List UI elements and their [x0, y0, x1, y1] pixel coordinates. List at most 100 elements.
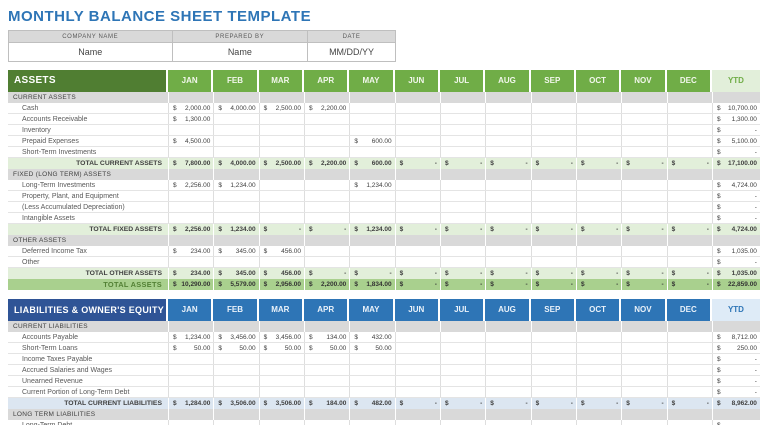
month-cell[interactable]: [621, 365, 666, 375]
month-cell[interactable]: $50.00: [213, 343, 258, 353]
month-cell[interactable]: [530, 180, 576, 190]
month-cell[interactable]: $ -: [303, 268, 349, 279]
month-cell[interactable]: [621, 147, 666, 157]
month-cell[interactable]: [303, 114, 349, 124]
column-header-jul[interactable]: JUL: [439, 299, 486, 321]
month-cell[interactable]: [394, 191, 440, 201]
row-label-cell[interactable]: Property, Plant, and Equipment: [22, 193, 119, 200]
month-cell[interactable]: [575, 365, 621, 375]
row-label-cell[interactable]: Short-Term Investments: [22, 149, 97, 156]
month-cell[interactable]: [394, 332, 440, 342]
month-cell[interactable]: [485, 332, 530, 342]
month-cell[interactable]: [485, 114, 530, 124]
month-cell[interactable]: $3,456.00: [213, 332, 258, 342]
month-cell[interactable]: [349, 125, 394, 135]
month-cell[interactable]: $ -: [349, 268, 394, 279]
month-cell[interactable]: [621, 409, 666, 420]
column-header-ytd[interactable]: YTD: [711, 299, 760, 321]
month-cell[interactable]: [575, 103, 621, 113]
column-header-apr[interactable]: APR: [303, 299, 350, 321]
month-cell[interactable]: [575, 343, 621, 353]
ytd-cell[interactable]: $1,035.00: [711, 268, 760, 279]
month-cell[interactable]: [168, 191, 213, 201]
month-cell[interactable]: [349, 321, 394, 332]
month-cell[interactable]: $ -: [530, 398, 576, 409]
month-cell[interactable]: [168, 257, 213, 267]
month-cell[interactable]: $ -: [575, 158, 621, 169]
month-cell[interactable]: [575, 213, 621, 223]
month-cell[interactable]: [485, 420, 530, 425]
ytd-cell[interactable]: $ -: [711, 387, 760, 397]
month-cell[interactable]: [530, 365, 576, 375]
month-cell[interactable]: [439, 180, 485, 190]
month-cell[interactable]: [303, 147, 349, 157]
month-cell[interactable]: [258, 420, 304, 425]
month-cell[interactable]: [213, 376, 258, 386]
month-cell[interactable]: [485, 136, 530, 146]
month-cell[interactable]: [621, 343, 666, 353]
ytd-cell[interactable]: [711, 169, 760, 180]
month-cell[interactable]: [168, 376, 213, 386]
row-label-cell[interactable]: Deferred Income Tax: [22, 248, 87, 255]
month-cell[interactable]: [439, 202, 485, 212]
month-cell[interactable]: $ -: [394, 158, 440, 169]
month-cell[interactable]: $3,456.00: [258, 332, 304, 342]
month-cell[interactable]: $4,500.00: [168, 136, 213, 146]
month-cell[interactable]: $1,834.00: [349, 279, 394, 290]
month-cell[interactable]: [530, 136, 576, 146]
month-cell[interactable]: [349, 420, 394, 425]
month-cell[interactable]: [303, 92, 349, 103]
month-cell[interactable]: [213, 125, 258, 135]
month-cell[interactable]: [168, 125, 213, 135]
month-cell[interactable]: [621, 420, 666, 425]
row-label-cell[interactable]: Unearned Revenue: [22, 378, 83, 385]
column-header-dec[interactable]: DEC: [666, 70, 712, 92]
month-cell[interactable]: [575, 235, 621, 246]
month-cell[interactable]: [394, 202, 440, 212]
row-label-cell[interactable]: Inventory: [22, 127, 51, 134]
month-cell[interactable]: [349, 213, 394, 223]
ytd-cell[interactable]: $ -: [711, 420, 760, 425]
month-cell[interactable]: [666, 92, 712, 103]
month-cell[interactable]: [530, 343, 576, 353]
month-cell[interactable]: [439, 387, 485, 397]
month-cell[interactable]: $ -: [575, 224, 621, 235]
month-cell[interactable]: $ -: [530, 279, 576, 290]
month-cell[interactable]: [303, 235, 349, 246]
month-cell[interactable]: [485, 180, 530, 190]
month-cell[interactable]: [575, 147, 621, 157]
ytd-cell[interactable]: $ -: [711, 202, 760, 212]
month-cell[interactable]: [666, 354, 712, 364]
month-cell[interactable]: [213, 114, 258, 124]
month-cell[interactable]: [666, 169, 712, 180]
month-cell[interactable]: $ -: [621, 279, 666, 290]
month-cell[interactable]: $ -: [394, 268, 440, 279]
month-cell[interactable]: $ -: [303, 224, 349, 235]
month-cell[interactable]: $ -: [666, 279, 712, 290]
month-cell[interactable]: [666, 213, 712, 223]
month-cell[interactable]: [258, 387, 304, 397]
month-cell[interactable]: [530, 213, 576, 223]
ytd-cell[interactable]: $ -: [711, 257, 760, 267]
month-cell[interactable]: [303, 213, 349, 223]
month-cell[interactable]: $2,200.00: [303, 103, 349, 113]
month-cell[interactable]: $50.00: [168, 343, 213, 353]
column-header-jun[interactable]: JUN: [394, 299, 440, 321]
month-cell[interactable]: [666, 191, 712, 201]
month-cell[interactable]: $184.00: [303, 398, 349, 409]
ytd-cell[interactable]: $10,700.00: [711, 103, 760, 113]
column-header-aug[interactable]: AUG: [485, 70, 531, 92]
month-cell[interactable]: [666, 180, 712, 190]
row-label-cell[interactable]: Intangible Assets: [22, 215, 75, 222]
month-cell[interactable]: [439, 376, 485, 386]
month-cell[interactable]: [349, 235, 394, 246]
month-cell[interactable]: [394, 147, 440, 157]
month-cell[interactable]: [213, 354, 258, 364]
month-cell[interactable]: [621, 114, 666, 124]
month-cell[interactable]: [349, 365, 394, 375]
month-cell[interactable]: [258, 257, 304, 267]
month-cell[interactable]: $10,290.00: [168, 279, 213, 290]
month-cell[interactable]: [394, 125, 440, 135]
month-cell[interactable]: [213, 169, 258, 180]
month-cell[interactable]: $3,506.00: [258, 398, 304, 409]
